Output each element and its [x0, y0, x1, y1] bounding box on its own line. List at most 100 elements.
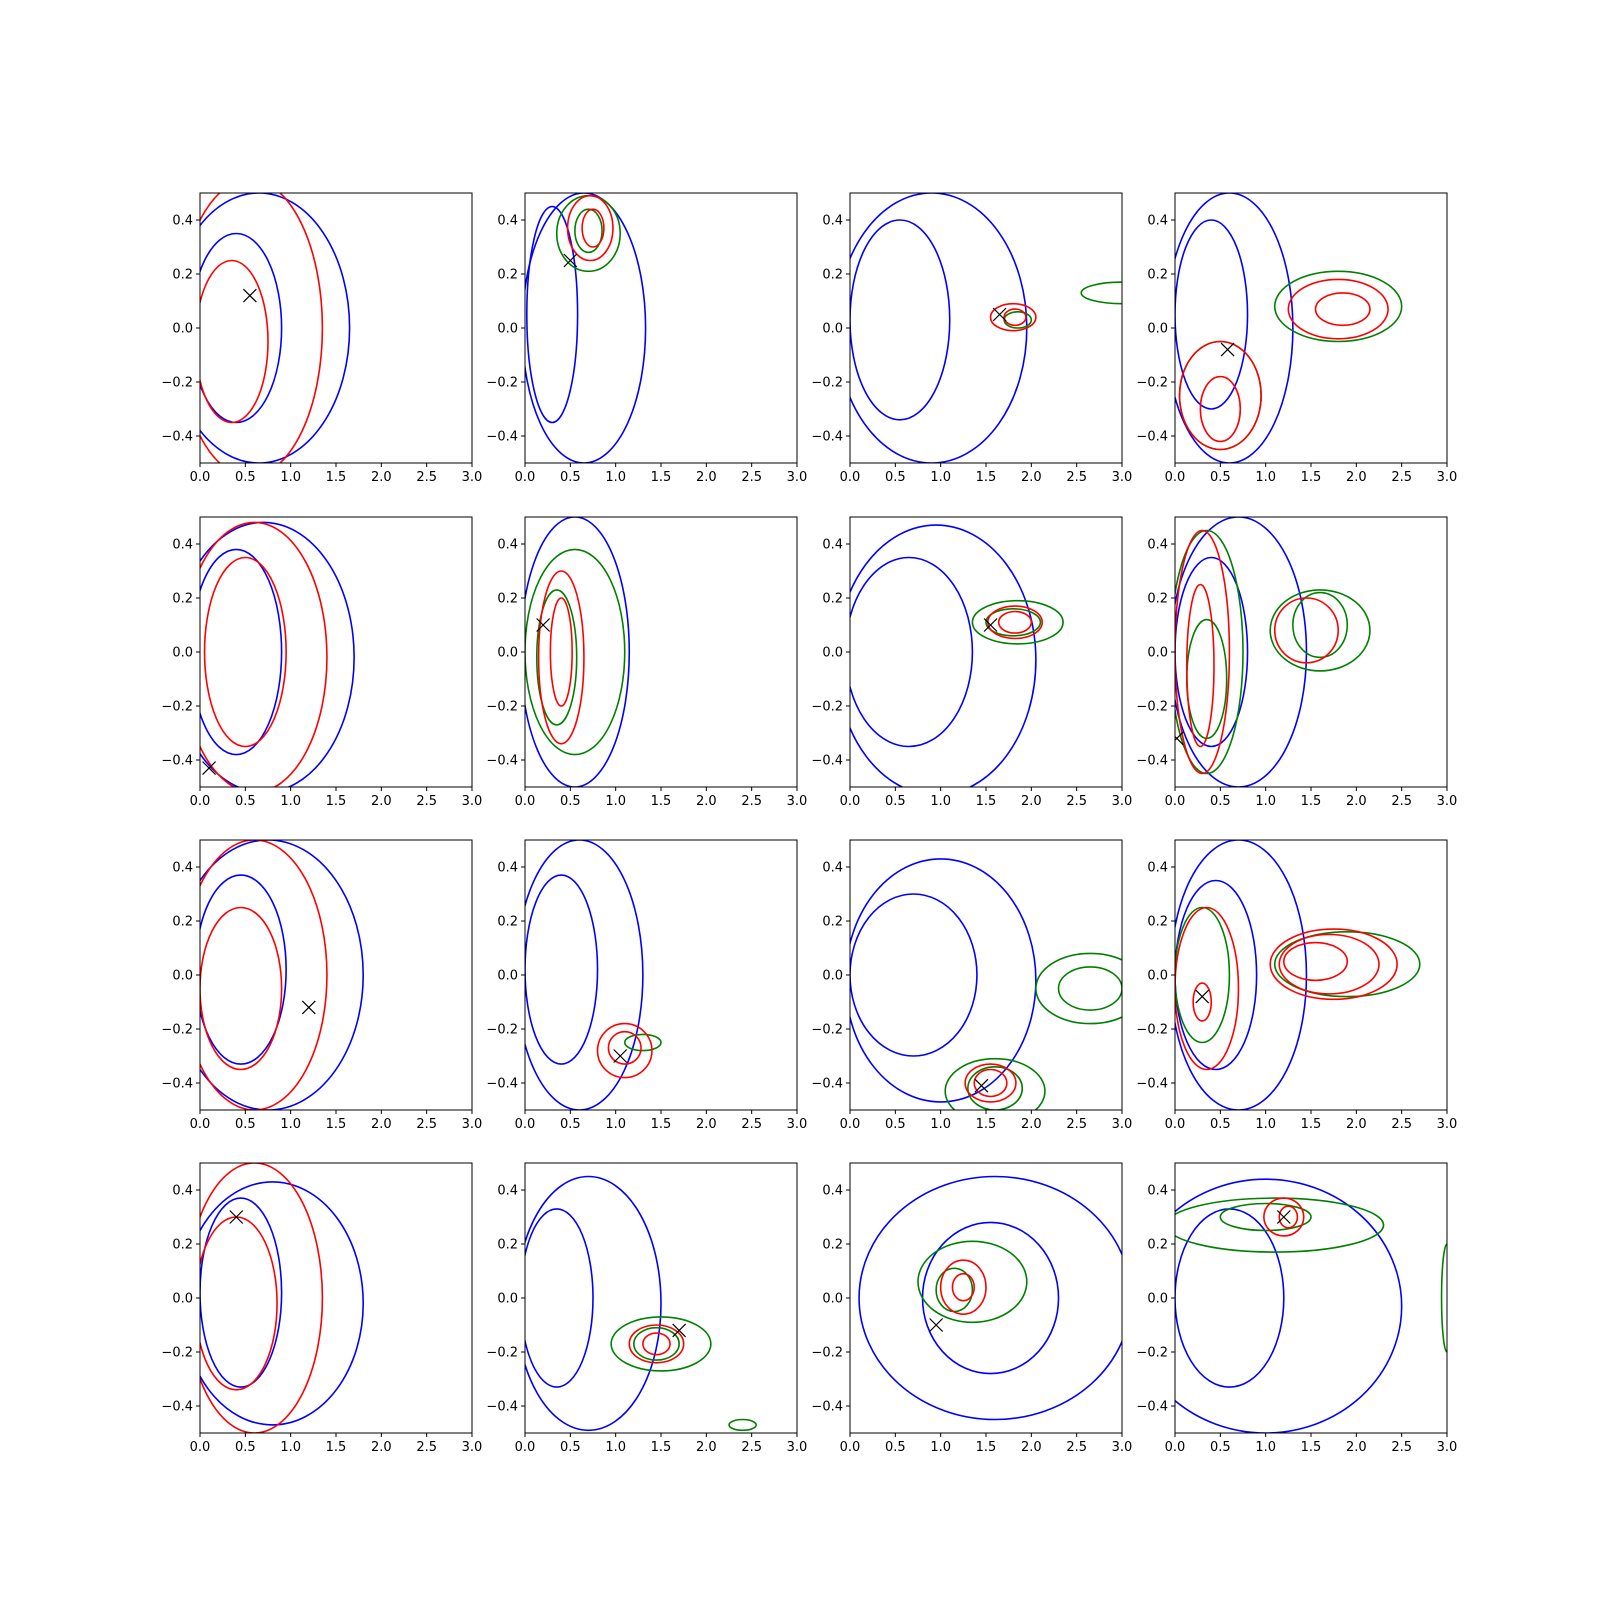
plot-area — [200, 1163, 364, 1433]
x-tick-label: 2.5 — [741, 1117, 762, 1132]
y-tick-label: −0.2 — [161, 700, 193, 715]
red-contour-2 — [628, 1324, 685, 1364]
y-tick-label: 0.4 — [1147, 861, 1168, 876]
y-tick-label: 0.4 — [497, 1184, 518, 1199]
blue-contour-2 — [858, 1175, 1122, 1421]
y-tick-label: −0.2 — [811, 1023, 843, 1038]
blue-contour-1 — [1175, 219, 1249, 410]
panel-r1c3: 0.0 0.5 1.0 1.5 2.0 2.5 3.0 −0.4 −0.2 0.0 0.2 0.4 — [811, 192, 1133, 485]
y-tick-label: 0.4 — [822, 214, 843, 229]
blue-contour-2 — [1175, 193, 1294, 463]
y-tick-label: −0.2 — [1136, 1346, 1168, 1361]
red-contour-1 — [973, 1068, 1008, 1098]
red-contour-2 — [1178, 340, 1262, 451]
y-tick-label: 0.4 — [822, 1184, 843, 1199]
red-contour-1 — [203, 556, 287, 748]
y-tick-label: 0.2 — [172, 268, 193, 283]
x-tick-label: 1.0 — [280, 1117, 301, 1132]
green-contour-2 — [971, 599, 1064, 645]
x-tick-label: 0.5 — [560, 1440, 581, 1455]
red-contour-2 — [200, 840, 328, 1110]
green-contour-4 — [1269, 589, 1371, 672]
red-contour-4 — [1278, 933, 1380, 995]
axes-frame — [524, 516, 798, 788]
plot-area — [1175, 1178, 1447, 1433]
x-marker — [242, 288, 257, 303]
x-tick-label: 1.5 — [651, 1117, 672, 1132]
x-tick-label: 1.0 — [1255, 470, 1276, 485]
y-tick-label: 0.4 — [497, 214, 518, 229]
y-tick-label: −0.2 — [161, 1023, 193, 1038]
red-contour-2 — [1175, 906, 1240, 1071]
x-marker — [992, 307, 1007, 322]
blue-contour-2 — [1175, 840, 1308, 1110]
plot-area — [525, 193, 647, 463]
x-tick-label: 2.0 — [371, 1440, 392, 1455]
x-tick-label: 1.5 — [651, 470, 672, 485]
y-tick-label: 0.4 — [1147, 1184, 1168, 1199]
x-tick-label: 1.5 — [1301, 1117, 1322, 1132]
y-tick-label: −0.2 — [161, 1346, 193, 1361]
red-contour-1 — [1003, 308, 1027, 327]
x-tick-label: 2.5 — [1391, 1117, 1412, 1132]
x-tick-label: 2.0 — [696, 1440, 717, 1455]
red-contour-2 — [1263, 1197, 1305, 1237]
plot-area — [200, 840, 364, 1110]
blue-contour-2 — [525, 193, 647, 463]
blue-contour-1 — [525, 1208, 594, 1388]
y-tick-label: −0.2 — [811, 1346, 843, 1361]
red-contour-1 — [997, 610, 1033, 634]
x-tick-label: 3.0 — [1112, 470, 1133, 485]
x-tick-label: 2.0 — [1021, 1440, 1042, 1455]
red-contour-1 — [200, 906, 283, 1071]
x-tick-label: 2.0 — [371, 1117, 392, 1132]
y-tick-label: −0.2 — [1136, 700, 1168, 715]
x-tick-label: 1.5 — [1301, 470, 1322, 485]
y-tick-label: −0.2 — [1136, 376, 1168, 391]
y-tick-label: −0.2 — [1136, 1023, 1168, 1038]
x-tick-label: 0.5 — [1210, 794, 1231, 809]
x-tick-label: 1.0 — [1255, 794, 1276, 809]
y-tick-label: −0.2 — [811, 700, 843, 715]
red-contour-1 — [1185, 583, 1215, 748]
y-tick-label: −0.4 — [1136, 430, 1168, 445]
green-contour-4 — [1035, 952, 1122, 1025]
plot-area — [850, 858, 1122, 1110]
plot-area — [1175, 517, 1371, 787]
x-tick-label: 3.0 — [787, 794, 808, 809]
red-contour-1 — [581, 208, 605, 248]
plot-area — [850, 193, 1122, 463]
x-marker — [983, 618, 998, 632]
x-tick-label: 3.0 — [1112, 1117, 1133, 1132]
panel-r4c1: 0.0 0.5 1.0 1.5 2.0 2.5 3.0 −0.4 −0.2 0.0 0.2 0.4 — [161, 1162, 482, 1455]
x-tick-label: 0.0 — [1165, 1440, 1186, 1455]
x-tick-label: 3.0 — [1112, 794, 1133, 809]
x-tick-label: 0.0 — [840, 794, 861, 809]
x-tick-label: 2.5 — [1391, 470, 1412, 485]
x-tick-label: 0.0 — [515, 1117, 536, 1132]
panel-r4c3: 0.0 0.5 1.0 1.5 2.0 2.5 3.0 −0.4 −0.2 0.0 0.2 0.4 — [811, 1162, 1133, 1455]
y-tick-label: 0.2 — [497, 592, 518, 607]
y-tick-label: 0.0 — [1147, 322, 1168, 337]
x-tick-label: 0.0 — [190, 470, 211, 485]
x-tick-label: 1.5 — [1301, 1440, 1322, 1455]
x-tick-label: 0.5 — [235, 470, 256, 485]
x-tick-label: 2.0 — [1021, 470, 1042, 485]
x-tick-label: 1.5 — [976, 794, 997, 809]
x-tick-label: 3.0 — [1112, 1440, 1133, 1455]
x-tick-label: 1.5 — [1301, 794, 1322, 809]
x-tick-label: 3.0 — [462, 1117, 483, 1132]
red-contour-2 — [200, 1163, 324, 1433]
x-tick-label: 1.0 — [930, 1440, 951, 1455]
y-tick-label: 0.0 — [497, 646, 518, 661]
red-contour-3 — [1283, 941, 1349, 982]
x-tick-label: 2.5 — [1066, 470, 1087, 485]
red-contour-1 — [642, 1332, 671, 1356]
x-tick-label: 0.5 — [235, 794, 256, 809]
x-tick-label: 0.0 — [190, 1117, 211, 1132]
y-tick-label: −0.4 — [1136, 1400, 1168, 1415]
red-contour-1 — [549, 597, 573, 707]
x-tick-label: 0.5 — [560, 470, 581, 485]
green-contour-1 — [1219, 1202, 1312, 1232]
panel-r3c2: 0.0 0.5 1.0 1.5 2.0 2.5 3.0 −0.4 −0.2 0.0 0.2 0.4 — [486, 839, 807, 1132]
